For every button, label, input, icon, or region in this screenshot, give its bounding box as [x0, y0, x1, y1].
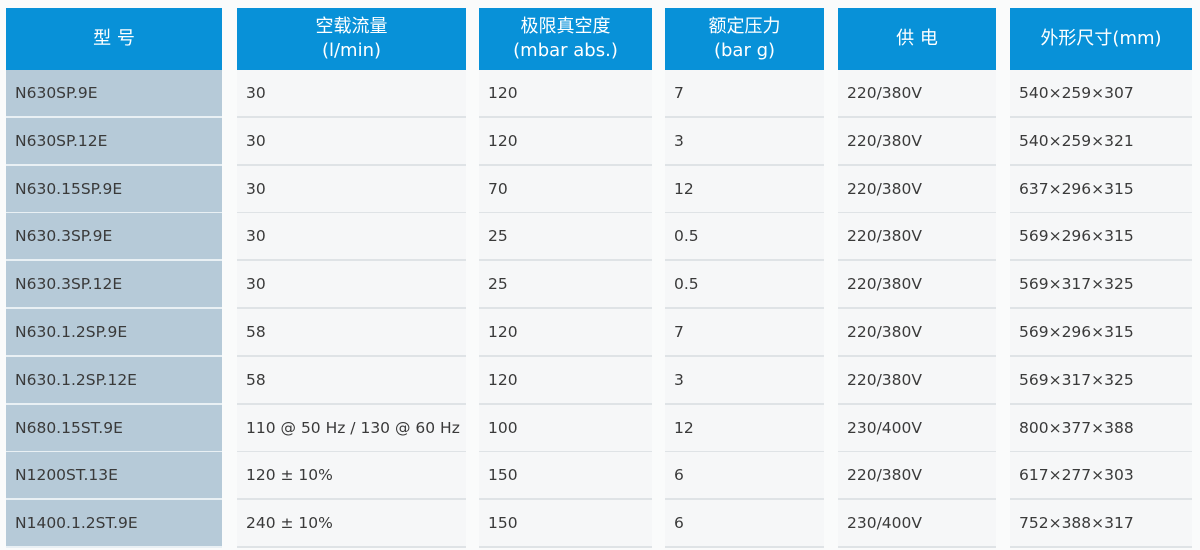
- cell-flow: 30: [237, 261, 466, 310]
- header-model: 型 号: [6, 8, 222, 70]
- header-text: 型 号: [93, 28, 135, 49]
- cell-vacuum: 120: [479, 309, 652, 357]
- cell-dimensions: 569×317×325: [1010, 261, 1192, 310]
- cell-flow: 240 ± 10%: [237, 500, 466, 549]
- cell-dimensions: 752×388×317: [1010, 500, 1192, 549]
- cell-power: 220/380V: [838, 70, 996, 118]
- cell-vacuum: 25: [479, 213, 652, 262]
- cell-pressure: 0.5: [665, 213, 824, 262]
- cell-power: 220/380V: [838, 213, 996, 262]
- cell-dimensions: 569×317×325: [1010, 356, 1192, 405]
- cell-model: N630.3SP.9E: [6, 213, 222, 262]
- cell-flow: 110 @ 50 Hz / 130 @ 60 Hz: [237, 404, 466, 453]
- cell-power: 220/380V: [838, 165, 996, 214]
- table-header: 型 号 空载流量 (l/min) 极限真空度 (mbar abs.) 额定压力 (ba…: [0, 8, 1200, 70]
- cell-pressure: 12: [665, 404, 824, 453]
- cell-model: N680.15ST.9E: [6, 404, 222, 453]
- cell-power: 220/380V: [838, 356, 996, 405]
- cell-flow: 58: [237, 356, 466, 405]
- cell-dimensions: 569×296×315: [1010, 213, 1192, 262]
- header-unit: (l/min): [321, 40, 382, 61]
- cell-flow: 120 ± 10%: [237, 452, 466, 501]
- cell-flow: 30: [237, 117, 466, 166]
- cell-dimensions: 540×259×307: [1010, 70, 1192, 118]
- cell-dimensions: 800×377×388: [1010, 404, 1192, 453]
- cell-vacuum: 150: [479, 452, 652, 501]
- cell-model: N1400.1.2ST.9E: [6, 500, 222, 549]
- cell-dimensions: 540×259×321: [1010, 117, 1192, 166]
- cell-power: 230/400V: [838, 404, 996, 453]
- table-row: N680.15ST.9E 110 @ 50 Hz / 130 @ 60 Hz 100…: [0, 404, 1200, 453]
- table-row: N630.3SP.9E 30 25 0.5 220/380V 569×296×315: [0, 213, 1200, 262]
- table-row: N630.15SP.9E 30 70 12 220/380V 637×296×315: [0, 165, 1200, 214]
- cell-power: 220/380V: [838, 261, 996, 310]
- cell-vacuum: 25: [479, 261, 652, 310]
- table-row: N630.1.2SP.9E 58 120 7 220/380V 569×296×315: [0, 309, 1200, 357]
- cell-model: N630.1.2SP.9E: [6, 309, 222, 357]
- cell-pressure: 6: [665, 500, 824, 549]
- cell-power: 220/380V: [838, 117, 996, 166]
- cell-dimensions: 569×296×315: [1010, 309, 1192, 357]
- cell-vacuum: 120: [479, 356, 652, 405]
- cell-dimensions: 637×296×315: [1010, 165, 1192, 214]
- cell-model: N630.15SP.9E: [6, 165, 222, 214]
- cell-flow: 30: [237, 213, 466, 262]
- cell-vacuum: 150: [479, 500, 652, 549]
- cell-model: N630SP.12E: [6, 117, 222, 166]
- cell-model: N630SP.9E: [6, 70, 222, 118]
- cell-pressure: 6: [665, 452, 824, 501]
- header-text: 供 电: [896, 28, 938, 49]
- table-row: N630.3SP.12E 30 25 0.5 220/380V 569×317×325: [0, 261, 1200, 310]
- header-text: 外形尺寸(mm): [1040, 28, 1162, 49]
- cell-pressure: 7: [665, 70, 824, 118]
- cell-vacuum: 100: [479, 404, 652, 453]
- cell-pressure: 12: [665, 165, 824, 214]
- header-text: 额定压力: [708, 16, 781, 37]
- cell-pressure: 0.5: [665, 261, 824, 310]
- cell-power: 220/380V: [838, 452, 996, 501]
- header-unit: (bar g): [713, 40, 776, 61]
- cell-flow: 30: [237, 70, 466, 118]
- cell-vacuum: 120: [479, 70, 652, 118]
- cell-flow: 30: [237, 165, 466, 214]
- cell-power: 220/380V: [838, 309, 996, 357]
- table-row: N630SP.9E 30 120 7 220/380V 540×259×307: [0, 70, 1200, 118]
- cell-power: 230/400V: [838, 500, 996, 549]
- cell-dimensions: 617×277×303: [1010, 452, 1192, 501]
- header-text: 极限真空度: [520, 16, 611, 37]
- header-dimensions: 外形尺寸(mm): [1010, 8, 1192, 70]
- table-row: N630.1.2SP.12E 58 120 3 220/380V 569×317×325: [0, 356, 1200, 405]
- cell-pressure: 3: [665, 117, 824, 166]
- cell-pressure: 7: [665, 309, 824, 357]
- cell-model: N1200ST.13E: [6, 452, 222, 501]
- header-text: 空载流量: [315, 16, 388, 37]
- table-row: N630SP.12E 30 120 3 220/380V 540×259×321: [0, 117, 1200, 166]
- table-row: N1200ST.13E 120 ± 10% 150 6 220/380V 617×277×…: [0, 452, 1200, 501]
- header-vacuum: 极限真空度 (mbar abs.): [479, 8, 652, 70]
- header-power: 供 电: [838, 8, 996, 70]
- cell-pressure: 3: [665, 356, 824, 405]
- header-pressure: 额定压力 (bar g): [665, 8, 824, 70]
- header-flow: 空载流量 (l/min): [237, 8, 466, 70]
- table-row: N1400.1.2ST.9E 240 ± 10% 150 6 230/400V 752×3…: [0, 500, 1200, 549]
- cell-vacuum: 70: [479, 165, 652, 214]
- cell-vacuum: 120: [479, 117, 652, 166]
- cell-flow: 58: [237, 309, 466, 357]
- header-unit: (mbar abs.): [513, 40, 618, 61]
- cell-model: N630.1.2SP.12E: [6, 356, 222, 405]
- cell-model: N630.3SP.12E: [6, 261, 222, 310]
